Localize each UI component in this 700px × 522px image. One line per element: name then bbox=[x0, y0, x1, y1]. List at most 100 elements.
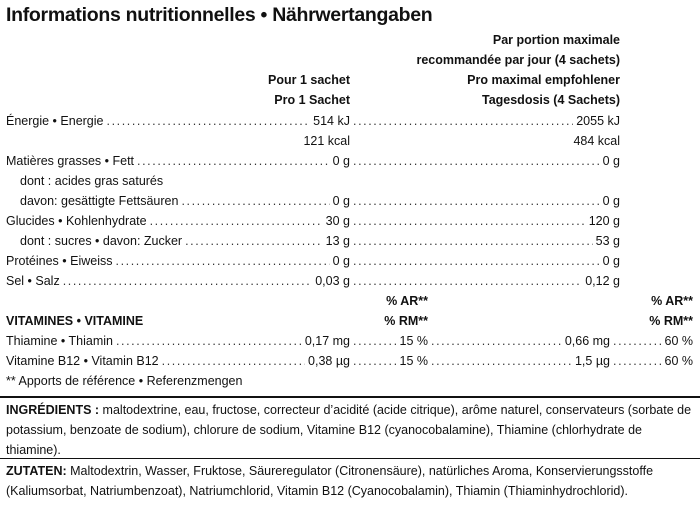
dot-leader bbox=[63, 271, 313, 291]
row-value: 514 kJ bbox=[313, 114, 350, 128]
row-value: 60 % bbox=[664, 334, 694, 348]
row-cell: Protéines • Eiweiss 0 g bbox=[6, 251, 350, 271]
row-label: Vitamine B12 • Vitamin B12 bbox=[6, 354, 159, 368]
title: Informations nutritionnelles • Nährwerta… bbox=[6, 4, 433, 26]
spacer bbox=[163, 171, 350, 191]
dot-leader bbox=[431, 331, 562, 351]
column-header: recommandée par jour (4 sachets) bbox=[416, 53, 620, 67]
row-cell: 0,66 mg bbox=[428, 331, 610, 351]
row-cell: 0,12 g bbox=[350, 271, 620, 291]
dot-leader bbox=[137, 151, 330, 171]
row-cell: 0 g bbox=[350, 251, 620, 271]
row-label: Énergie • Energie bbox=[6, 114, 104, 128]
row-label: Sel • Salz bbox=[6, 274, 60, 288]
row-cell: 15 % bbox=[350, 351, 429, 371]
table-row: Énergie • Energie 514 kJ 2055 kJ bbox=[6, 111, 620, 131]
dot-leader bbox=[353, 191, 600, 211]
column-header: Pro 1 Sachet bbox=[274, 93, 350, 107]
table-row: Glucides • Kohlenhydrate 30 g 120 g bbox=[6, 211, 620, 231]
row-cell: 60 % bbox=[610, 331, 694, 351]
spacer bbox=[6, 131, 303, 151]
row-cell: Vitamine B12 • Vitamin B12 0,38 µg bbox=[6, 351, 350, 371]
dot-leader bbox=[613, 351, 662, 371]
spacer bbox=[350, 131, 573, 151]
zutaten: ZUTATEN: Maltodextrin, Wasser, Fruktose,… bbox=[6, 461, 694, 501]
table-row: dont : sucres • davon: Zucker 13 g 53 g bbox=[20, 231, 620, 251]
row-cell: dont : sucres • davon: Zucker 13 g bbox=[20, 231, 350, 251]
dot-leader bbox=[116, 251, 330, 271]
zutaten-text: Maltodextrin, Wasser, Fruktose, Säurereg… bbox=[6, 464, 654, 498]
ingredients-text: maltodextrine, eau, fructose, correcteur… bbox=[6, 403, 692, 457]
table-row: Sel • Salz 0,03 g 0,12 g bbox=[6, 271, 620, 291]
dot-leader bbox=[353, 151, 600, 171]
dot-leader bbox=[353, 111, 573, 131]
row-label: Glucides • Kohlenhydrate bbox=[6, 214, 147, 228]
row-value: 0 g bbox=[602, 254, 620, 268]
row-cell: 1,5 µg bbox=[428, 351, 610, 371]
row-cell: 0 g bbox=[350, 191, 620, 211]
table-row: Vitamine B12 • Vitamin B12 0,38 µg 15 % 1,5… bbox=[6, 351, 693, 371]
row-label: Thiamine • Thiamin bbox=[6, 334, 113, 348]
footnote: ** Apports de référence • Referenzmengen bbox=[6, 374, 243, 388]
row-value: 0,12 g bbox=[585, 274, 620, 288]
row-cell: 53 g bbox=[350, 231, 620, 251]
table-row: dont : acides gras saturés bbox=[20, 171, 620, 191]
dot-leader bbox=[150, 211, 323, 231]
row-label: davon: gesättigte Fettsäuren bbox=[20, 194, 179, 208]
row-value: 60 % bbox=[664, 354, 694, 368]
row-value: 15 % bbox=[399, 334, 429, 348]
dot-leader bbox=[353, 271, 582, 291]
column-header: Tagesdosis (4 Sachets) bbox=[481, 93, 620, 107]
dot-leader bbox=[353, 331, 397, 351]
row-cell: dont : acides gras saturés bbox=[20, 171, 350, 191]
row-value: 0,17 mg bbox=[304, 334, 350, 348]
dot-leader bbox=[107, 111, 311, 131]
column-header: Pro maximal empfohlener bbox=[467, 73, 620, 87]
row-value: 53 g bbox=[595, 234, 620, 248]
dot-leader bbox=[613, 331, 662, 351]
table-row: 121 kcal 484 kcal bbox=[6, 131, 620, 151]
row-value: 13 g bbox=[325, 234, 350, 248]
row-cell: Matières grasses • Fett 0 g bbox=[6, 151, 350, 171]
vitamin-header: % RM** bbox=[384, 314, 428, 328]
row-label: dont : acides gras saturés bbox=[20, 174, 164, 188]
ingredients-label: INGRÉDIENTS : bbox=[6, 403, 100, 417]
row-value: 0 g bbox=[332, 194, 350, 208]
row-cell: 120 g bbox=[350, 211, 620, 231]
vitamin-header: % AR** bbox=[386, 294, 428, 308]
row-cell: 121 kcal bbox=[6, 131, 350, 151]
row-value: 120 g bbox=[588, 214, 620, 228]
ingredients: INGRÉDIENTS : maltodextrine, eau, fructo… bbox=[6, 400, 694, 460]
dot-leader bbox=[353, 211, 586, 231]
table-row: Matières grasses • Fett 0 g 0 g bbox=[6, 151, 620, 171]
row-value: 0 g bbox=[602, 154, 620, 168]
dot-leader bbox=[181, 191, 329, 211]
row-value: 1,5 µg bbox=[574, 354, 610, 368]
dot-leader bbox=[353, 351, 397, 371]
table-row: davon: gesättigte Fettsäuren 0 g 0 g bbox=[20, 191, 620, 211]
row-value: 15 % bbox=[399, 354, 429, 368]
row-value: 30 g bbox=[325, 214, 350, 228]
row-cell: Thiamine • Thiamin 0,17 mg bbox=[6, 331, 350, 351]
row-cell: 60 % bbox=[610, 351, 694, 371]
row-cell: Sel • Salz 0,03 g bbox=[6, 271, 350, 291]
divider bbox=[0, 458, 700, 459]
dot-leader bbox=[116, 331, 302, 351]
row-cell bbox=[350, 171, 620, 191]
row-value: 121 kcal bbox=[303, 134, 350, 148]
row-value: 0 g bbox=[332, 254, 350, 268]
divider bbox=[0, 396, 700, 398]
zutaten-label: ZUTATEN: bbox=[6, 464, 67, 478]
row-cell: davon: gesättigte Fettsäuren 0 g bbox=[20, 191, 350, 211]
dot-leader bbox=[431, 351, 572, 371]
row-value: 0,66 mg bbox=[564, 334, 610, 348]
row-cell: 15 % bbox=[350, 331, 429, 351]
row-label: Protéines • Eiweiss bbox=[6, 254, 113, 268]
row-cell: 0 g bbox=[350, 151, 620, 171]
row-cell: 484 kcal bbox=[350, 131, 620, 151]
column-header: Pour 1 sachet bbox=[268, 73, 350, 87]
row-cell: Énergie • Energie 514 kJ bbox=[6, 111, 350, 131]
vitamin-header: % RM** bbox=[649, 314, 693, 328]
row-value: 484 kcal bbox=[573, 134, 620, 148]
